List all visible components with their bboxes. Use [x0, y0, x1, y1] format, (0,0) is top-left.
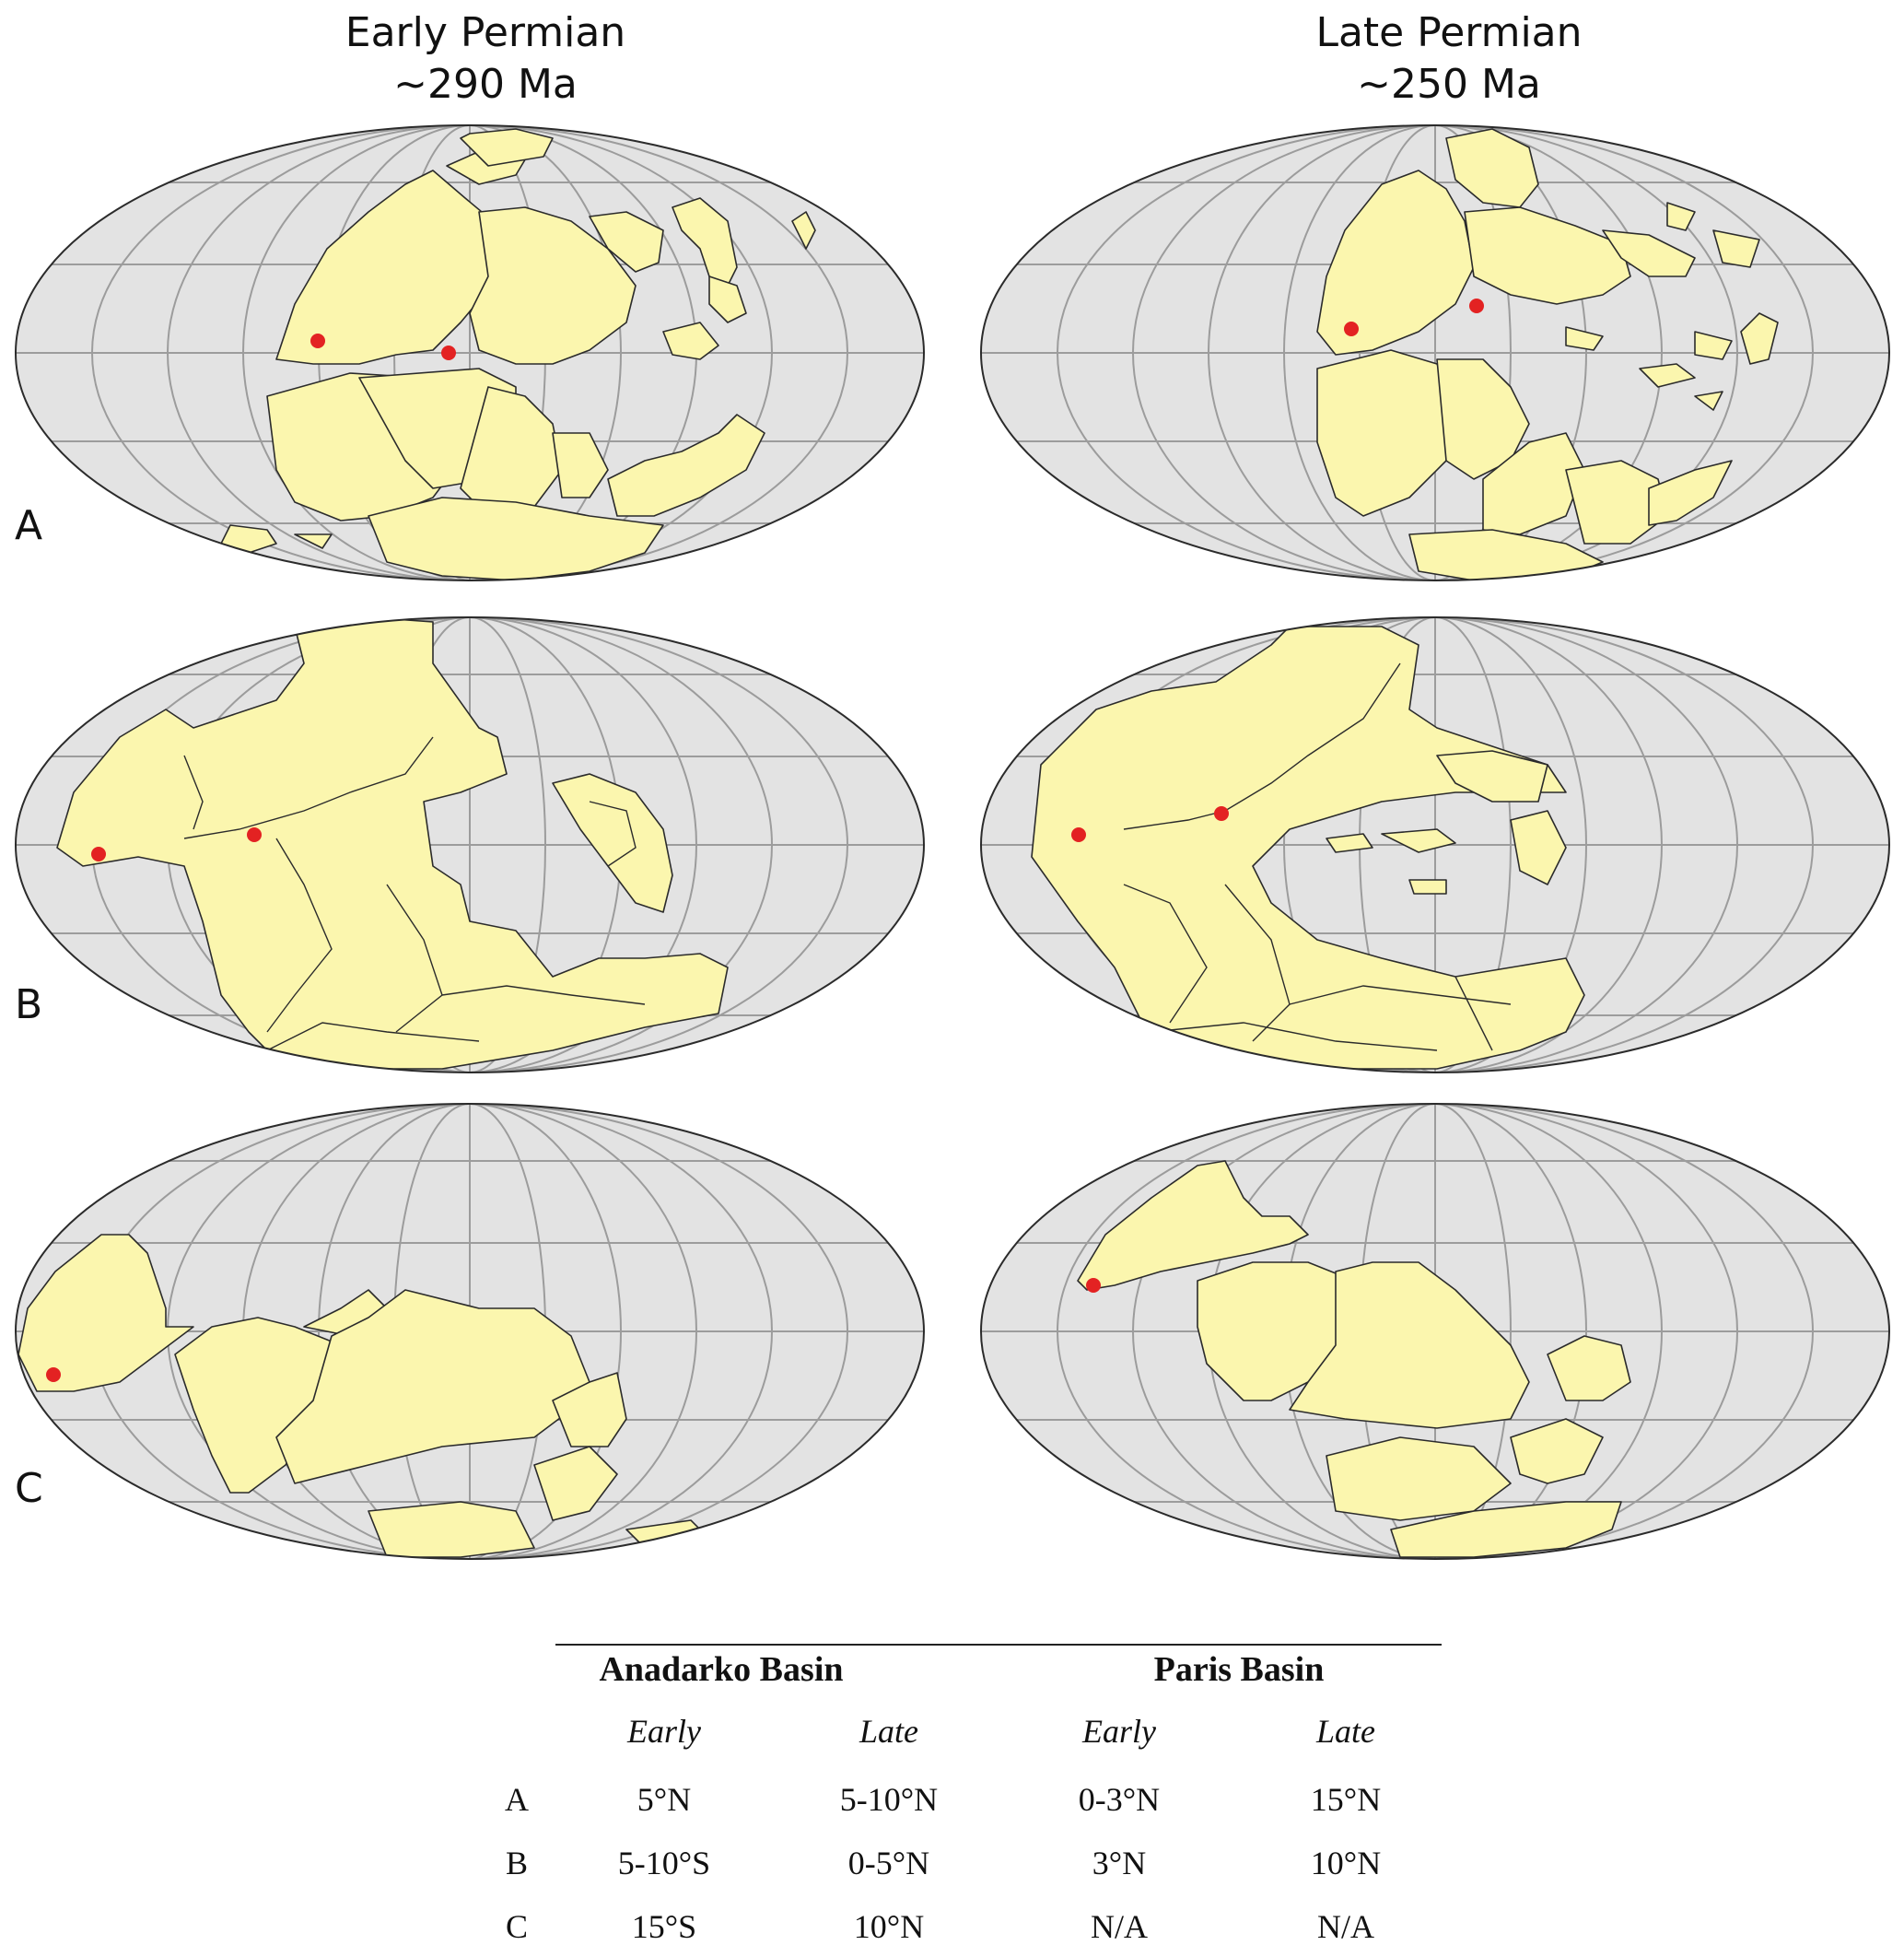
landmasses: [220, 128, 816, 580]
table-cell: 0-3°N: [1078, 1781, 1161, 1818]
table-cell: 5°N: [637, 1781, 692, 1818]
site-anadarko: [1086, 1278, 1101, 1293]
subheader-paris-late: Late: [1315, 1713, 1375, 1750]
header-paris-basin: Paris Basin: [1153, 1650, 1325, 1689]
map-border: [980, 616, 1890, 1073]
table-cell: N/A: [1091, 1908, 1148, 1945]
landmasses: [18, 1234, 710, 1558]
site-anadarko: [91, 847, 106, 861]
header-anadarko-basin: Anadarko Basin: [599, 1650, 844, 1689]
table-row-label: A: [505, 1781, 529, 1818]
subheader-paris-early: Early: [1082, 1713, 1156, 1750]
site-paris: [441, 346, 456, 360]
site-paris: [1214, 806, 1229, 821]
row-label-c: C: [15, 1465, 43, 1512]
table-cell: 15°N: [1310, 1781, 1382, 1818]
map-b-early: [15, 616, 925, 1073]
site-anadarko: [46, 1367, 61, 1382]
map-border: [15, 1103, 925, 1560]
table-cell: 5-10°S: [617, 1845, 711, 1881]
subheader-anadarko-late: Late: [859, 1713, 918, 1750]
subheader-anadarko-early: Early: [627, 1713, 701, 1750]
table-cell: 5-10°N: [839, 1781, 939, 1818]
landmasses: [1316, 128, 1779, 580]
site-paris: [247, 827, 262, 842]
row-label-b: B: [15, 981, 43, 1028]
map-border: [980, 124, 1890, 581]
site-anadarko: [1344, 322, 1359, 336]
table-row-label: C: [505, 1908, 528, 1945]
site-anadarko: [310, 334, 325, 348]
title-late-permian: Late Permian ~250 Ma: [1173, 7, 1725, 111]
map-a-late: [980, 124, 1890, 581]
title-early-permian: Early Permian ~290 Ma: [209, 7, 762, 111]
title-early-permian-name: Early Permian: [345, 9, 626, 56]
map-b-late: [980, 616, 1890, 1073]
table-cell: 10°N: [1310, 1845, 1382, 1881]
table-cell: 3°N: [1092, 1845, 1147, 1881]
table-top-rule: [555, 1644, 1442, 1646]
row-label-a: A: [15, 502, 43, 549]
table-cell: 15°S: [631, 1908, 697, 1945]
map-border: [15, 124, 925, 581]
map-border: [980, 1103, 1890, 1560]
table-cell: 0-5°N: [847, 1845, 930, 1881]
title-late-permian-name: Late Permian: [1315, 9, 1583, 56]
title-late-permian-age: ~250 Ma: [1357, 61, 1541, 108]
paleogeographic-maps: [15, 124, 1890, 1560]
map-a-early: [15, 124, 925, 581]
plate-boundaries: [1123, 662, 1512, 1051]
table-row-label: B: [505, 1845, 528, 1881]
landmasses: [56, 617, 729, 1070]
table-cell: N/A: [1317, 1908, 1374, 1945]
landmasses: [1031, 626, 1585, 1070]
landmasses: [1077, 1160, 1631, 1558]
site-paris: [1469, 299, 1484, 313]
map-c-early: [15, 1103, 925, 1560]
map-c-late: [980, 1103, 1890, 1560]
plate-boundaries: [183, 736, 646, 1061]
map-border: [15, 616, 925, 1073]
table-cell: 10°N: [853, 1908, 925, 1945]
site-anadarko: [1071, 827, 1086, 842]
title-early-permian-age: ~290 Ma: [393, 61, 578, 108]
